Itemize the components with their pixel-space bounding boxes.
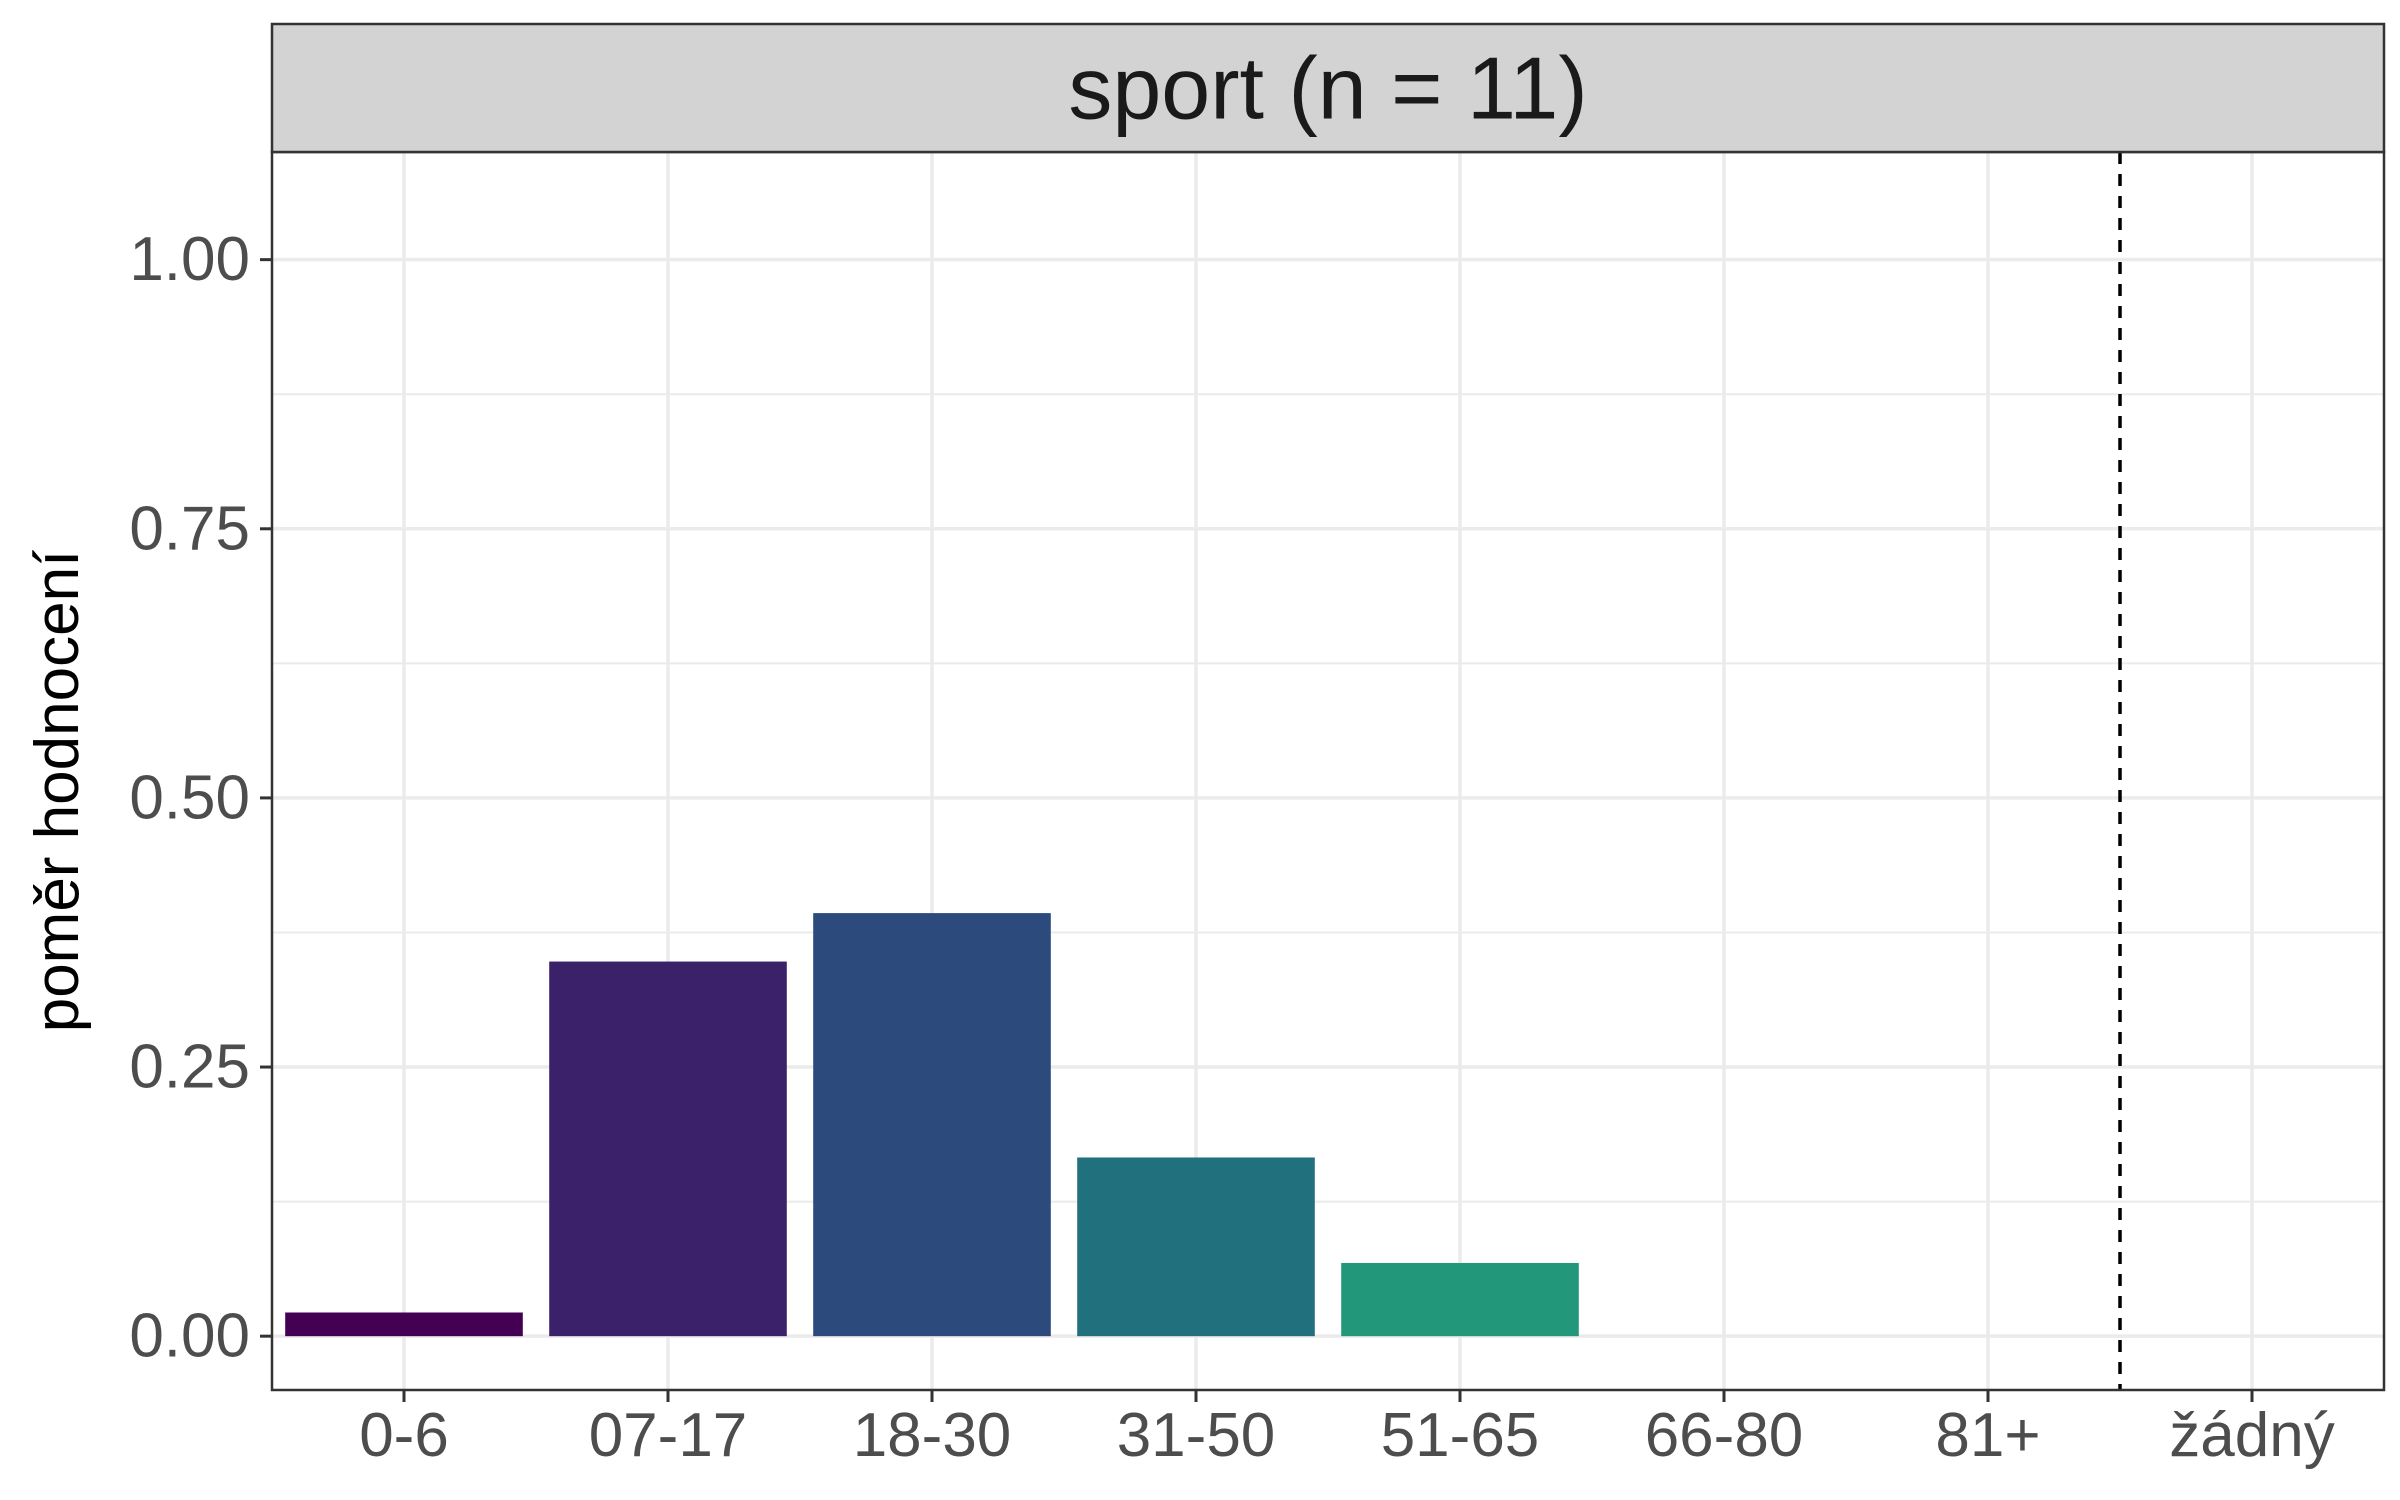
bar-31-50	[1077, 1157, 1315, 1337]
facet-title: sport (n = 11)	[1068, 39, 1587, 138]
y-tick-label: 0.50	[129, 763, 250, 832]
bar-0-6	[285, 1312, 523, 1337]
x-tick-label: žádný	[2169, 1401, 2334, 1470]
x-tick-label: 31-50	[1117, 1401, 1276, 1470]
x-tick-label: 07-17	[589, 1401, 748, 1470]
x-axis-ticks: 0-6 07-17 18-30 31-50 51-65 66-80 81+ žádný	[359, 1390, 2335, 1470]
y-axis-title: poměr hodnocení	[23, 550, 92, 1033]
y-tick-label: 0.00	[129, 1302, 250, 1371]
x-tick-label: 18-30	[853, 1401, 1012, 1470]
y-axis-ticks: 0.00 0.25 0.50 0.75 1.00	[129, 225, 272, 1371]
bar-51-65	[1341, 1262, 1579, 1337]
x-tick-label: 81+	[1935, 1401, 2040, 1470]
bar-07-17	[549, 961, 787, 1337]
bar-18-30	[813, 913, 1051, 1337]
x-tick-label: 51-65	[1381, 1401, 1540, 1470]
x-tick-label: 66-80	[1645, 1401, 1804, 1470]
y-tick-label: 0.25	[129, 1033, 250, 1102]
bars	[285, 913, 1579, 1337]
x-tick-label: 0-6	[359, 1401, 449, 1470]
y-tick-label: 0.75	[129, 494, 250, 563]
facet-strip	[270, 22, 2386, 154]
y-tick-label: 1.00	[129, 225, 250, 294]
